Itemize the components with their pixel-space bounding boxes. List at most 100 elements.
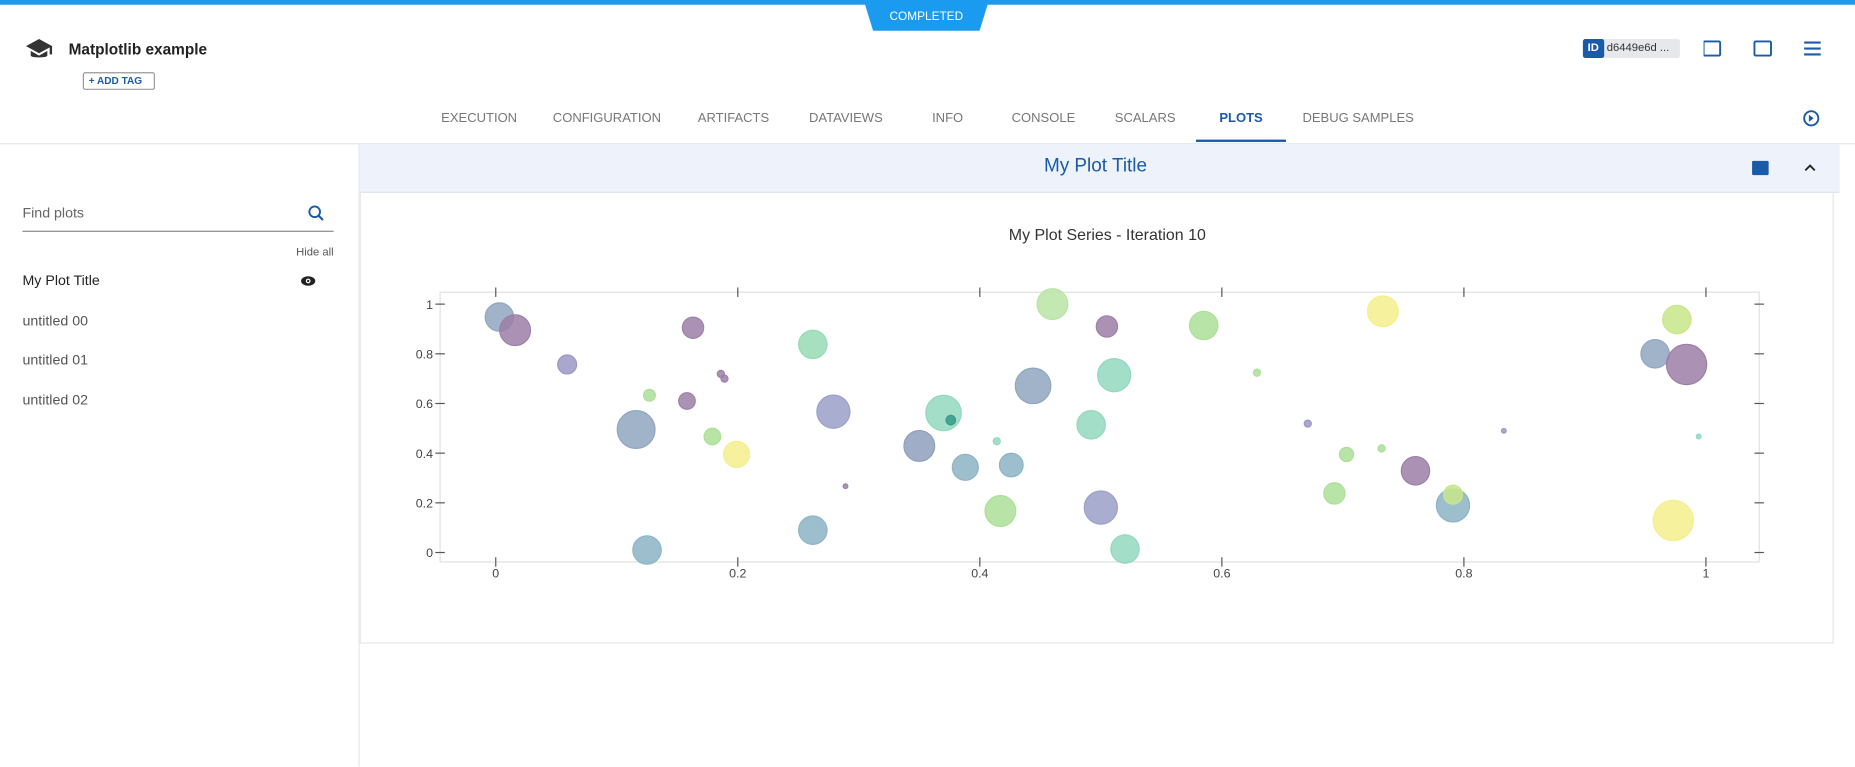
bubble (722, 440, 751, 469)
bubble (1665, 343, 1708, 386)
bubble (951, 453, 979, 481)
tab[interactable]: EXECUTION (441, 111, 518, 126)
panel-header (359, 144, 1840, 193)
bubble (1110, 534, 1140, 564)
bubble (616, 410, 656, 450)
bubble (678, 392, 696, 410)
bubble (1338, 446, 1355, 463)
panel-title: My Plot Title (1043, 156, 1148, 177)
add-tag-text: ADD TAG (97, 74, 143, 87)
id-label: ID (1582, 39, 1604, 58)
bubble (499, 314, 532, 347)
hide-all[interactable]: Hide all (296, 246, 334, 260)
tab[interactable]: DATAVIEWS (808, 111, 883, 126)
panel-icons (1752, 160, 1816, 176)
status-text: COMPLETED (890, 9, 964, 23)
y-tick-label: 0.4 (416, 447, 433, 461)
tab[interactable]: DEBUG SAMPLES (1302, 111, 1414, 126)
bubble (1323, 482, 1346, 505)
x-tick-label: 1 (1702, 566, 1709, 580)
status-badge: COMPLETED (863, 0, 990, 31)
bubble (798, 329, 828, 360)
bubble (720, 374, 729, 383)
chart-title: My Plot Series - Iteration 10 (1009, 227, 1206, 244)
tab[interactable]: PLOTS (1219, 111, 1263, 126)
details-icon[interactable] (1703, 40, 1722, 57)
chart-card (359, 192, 1834, 644)
bubble (703, 427, 722, 446)
bubble (903, 429, 936, 462)
bubble (992, 437, 1001, 446)
experiment-title: Matplotlib example (68, 40, 208, 58)
x-tick-label: 0.2 (729, 566, 746, 580)
plot-item[interactable]: untitled 01 (22, 351, 89, 369)
menu-icon[interactable] (1804, 41, 1821, 56)
x-tick-label: 0.8 (1455, 566, 1472, 580)
tab[interactable]: CONFIGURATION (552, 111, 662, 126)
bubble (1076, 410, 1106, 440)
badge-shape (863, 0, 990, 31)
id-value: d6449e6d ... (1606, 41, 1670, 55)
bubble (1014, 367, 1052, 405)
embed-icon[interactable] (1752, 160, 1769, 176)
bubble (1400, 456, 1431, 486)
plot-item[interactable]: My Plot Title (22, 272, 100, 289)
plot-item[interactable]: untitled 00 (22, 311, 89, 329)
y-tick-label: 1 (426, 298, 433, 312)
y-tick-label: 0.6 (416, 397, 433, 411)
bubble (1083, 490, 1118, 525)
divider (0, 143, 1855, 145)
bubble (632, 535, 662, 565)
plot-frame (439, 291, 1760, 563)
tab[interactable]: SCALARS (1114, 111, 1176, 126)
bubble (1303, 419, 1312, 428)
x-tick-label: 0 (492, 566, 499, 580)
tab[interactable]: CONSOLE (1011, 111, 1076, 126)
bubble (1095, 315, 1119, 338)
bubble (1695, 433, 1702, 440)
sidebar-border (358, 144, 360, 767)
bubble (681, 316, 705, 339)
bubble (557, 354, 578, 375)
bubble (1252, 368, 1262, 377)
bubble (1366, 295, 1399, 328)
bubble (1442, 484, 1464, 505)
chart: My Plot Series - Iteration 10 0 0.2 0.4 0.6… (416, 227, 1764, 580)
tab[interactable]: INFO (932, 111, 964, 126)
x-tick-label: 0.4 (971, 566, 988, 580)
bubble (798, 515, 828, 545)
bubble (984, 495, 1017, 527)
bubble (945, 414, 957, 426)
search-underline (22, 230, 334, 232)
add-tag[interactable]: + ADD TAG (82, 72, 156, 90)
bubble (1097, 358, 1132, 393)
y-tick-label: 0 (426, 546, 433, 560)
bubble (925, 394, 962, 432)
header-icons (1703, 40, 1821, 57)
active-tab-underline (1196, 139, 1286, 142)
search-icon[interactable] (308, 205, 325, 222)
collapse-icon[interactable] (1804, 164, 1816, 172)
bubble (816, 394, 851, 429)
bubble (1500, 427, 1507, 434)
bubble (1652, 499, 1694, 542)
search-input[interactable]: Find plots (22, 204, 85, 222)
refresh-icon[interactable] (1802, 109, 1821, 128)
bubble (642, 388, 656, 402)
id-badge[interactable]: ID d6449e6d ... (1582, 39, 1680, 58)
bubble (1640, 339, 1670, 369)
plot-item[interactable]: untitled 02 (22, 391, 89, 409)
logo-icon (26, 39, 53, 58)
layout-icon[interactable] (1753, 40, 1772, 57)
tab[interactable]: ARTIFACTS (697, 111, 770, 126)
bubble (842, 483, 849, 490)
bubble (1377, 444, 1386, 453)
bubble (1036, 288, 1069, 321)
x-tick-label: 0.6 (1213, 566, 1230, 580)
y-tick-label: 0.2 (416, 497, 433, 511)
bubble (1188, 310, 1219, 341)
y-tick-label: 0.8 (416, 348, 433, 362)
eye-icon[interactable] (300, 276, 316, 287)
